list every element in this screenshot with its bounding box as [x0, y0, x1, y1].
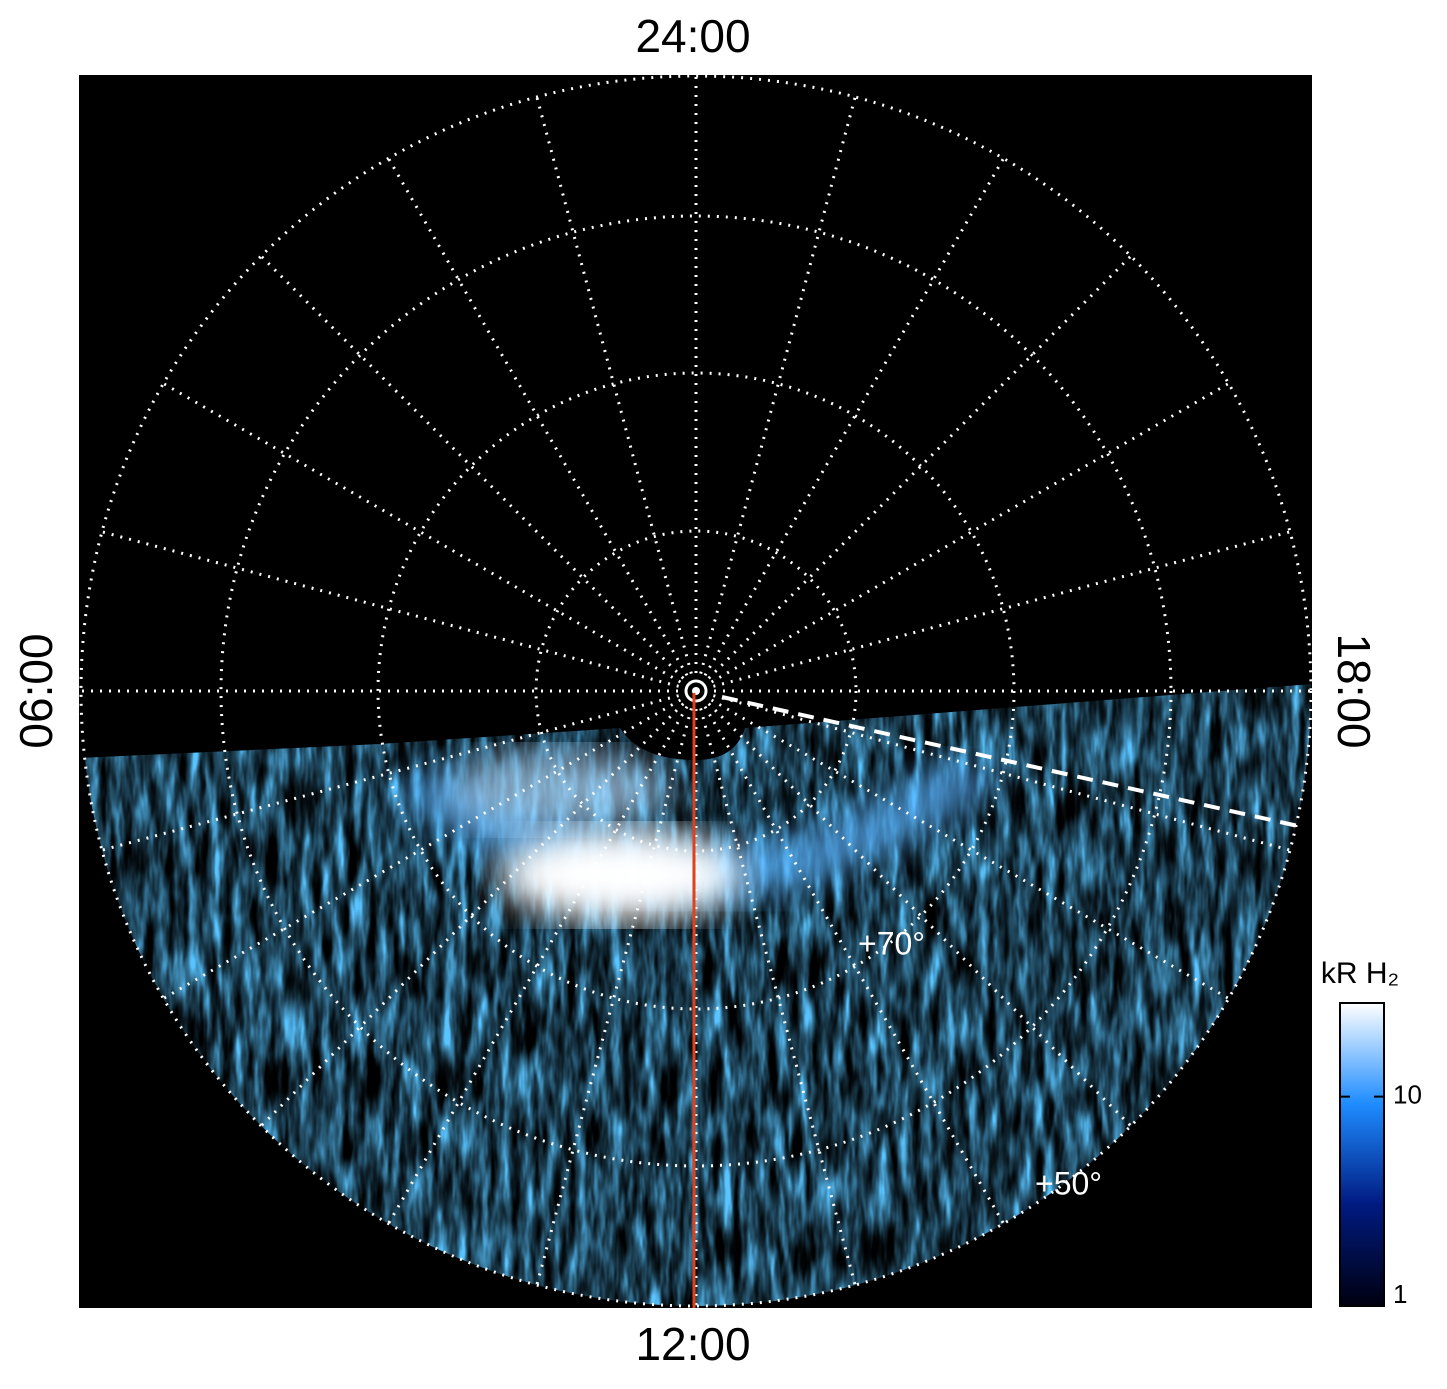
auroral-spot — [450, 750, 670, 830]
direction-label: 12:00 — [635, 1318, 750, 1370]
auroral-spot — [500, 830, 740, 920]
hour-spoke — [694, 96, 857, 692]
hour-spoke — [694, 157, 1005, 692]
hour-spoke — [162, 382, 697, 693]
hour-spoke — [387, 157, 698, 692]
hour-spoke — [695, 689, 1291, 852]
hour-spoke — [695, 530, 1291, 693]
hour-spoke — [260, 689, 698, 1127]
colorbar-tick-label: 1 — [1393, 1279, 1407, 1309]
latitude-label: +50° — [1035, 1165, 1102, 1201]
hour-spoke — [101, 689, 697, 852]
colorbar — [1339, 1002, 1385, 1307]
colorbar-label: kR H₂ — [1321, 957, 1399, 990]
colorbar-tick-label: 10 — [1393, 1079, 1422, 1109]
latitude-label: +70° — [858, 925, 925, 961]
hour-spoke — [535, 96, 698, 692]
latitude-circle — [376, 371, 1016, 1011]
direction-label: 18:00 — [1328, 633, 1380, 748]
direction-label: 24:00 — [635, 10, 750, 62]
hour-spoke — [695, 689, 1230, 1000]
pole-ring — [684, 679, 708, 703]
latitude-circle — [219, 214, 1173, 1168]
hour-spoke — [694, 690, 857, 1286]
hour-spoke — [162, 689, 697, 1000]
hour-spoke — [694, 689, 1132, 1127]
latitude-circle — [79, 74, 1313, 1308]
latitude-circle — [534, 529, 858, 853]
hour-spoke — [260, 255, 698, 693]
hour-spoke — [535, 690, 698, 1286]
hour-spoke — [695, 382, 1230, 693]
hour-spoke — [101, 530, 697, 693]
hour-spoke — [694, 255, 1132, 693]
dashed-line — [721, 695, 1299, 828]
direction-label: 06:00 — [10, 633, 62, 748]
grid — [79, 74, 1313, 1308]
hour-spoke — [694, 690, 1005, 1225]
hour-spoke — [387, 690, 698, 1225]
